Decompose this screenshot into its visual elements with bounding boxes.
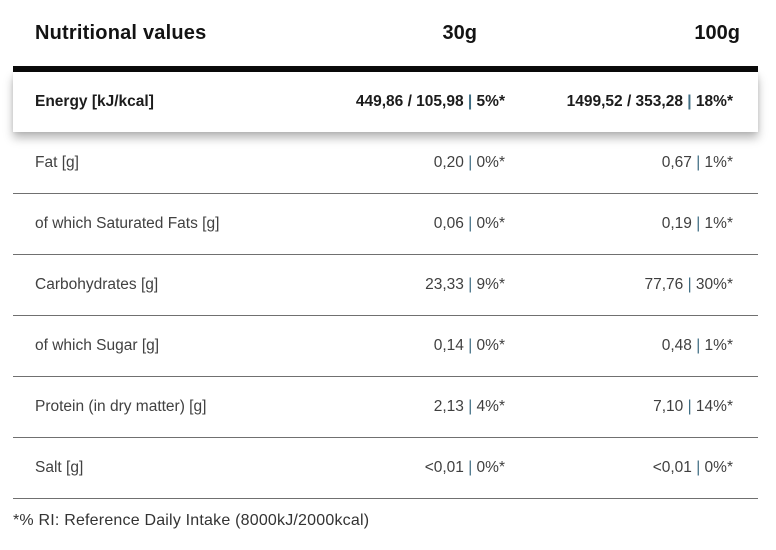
row-value-100g: 0,67 | 1%*: [661, 153, 733, 171]
row-value-100g: 7,10 | 14%*: [653, 398, 733, 415]
table-row: Salt [g] <0,01 | 0%* <0,01 | 0%*: [13, 438, 758, 499]
row-value-30g: <0,01 | 0%*: [424, 459, 505, 476]
table-row-energy: Energy [kJ/kcal] 449,86 / 105,98 | 5%* 1…: [13, 72, 758, 132]
table-row: of which Sugar [g] 0,14 | 0%* 0,48 | 1%*: [13, 316, 758, 377]
table-row: of which Saturated Fats [g] 0,06 | 0%* 0…: [13, 194, 758, 255]
row-label: Salt [g]: [35, 459, 84, 476]
row-value-100g: 1499,52 / 353,28 | 18%*: [566, 93, 733, 110]
row-value-30g: 2,13 | 4%*: [433, 398, 505, 415]
row-value-30g: 0,20 | 0%*: [433, 153, 505, 171]
table-row: Protein (in dry matter) [g] 2,13 | 4%* 7…: [13, 377, 758, 438]
row-label: of which Saturated Fats [g]: [35, 215, 220, 232]
column-header-100g: 100g: [694, 21, 740, 44]
row-value-100g: 0,19 | 1%*: [661, 215, 733, 232]
row-label: Protein (in dry matter) [g]: [35, 398, 207, 415]
row-label: Fat [g]: [35, 153, 79, 171]
row-value-30g: 23,33 | 9%*: [425, 276, 505, 293]
row-value-100g: 77,76 | 30%*: [644, 276, 733, 293]
table-row: Carbohydrates [g] 23,33 | 9%* 77,76 | 30…: [13, 255, 758, 316]
row-value-100g: 0,48 | 1%*: [661, 337, 733, 354]
row-label: of which Sugar [g]: [35, 337, 160, 354]
nutrition-table: Nutritional values 30g 100g Energy [kJ/k…: [13, 0, 758, 530]
row-value-30g: 449,86 / 105,98 | 5%*: [355, 93, 505, 110]
table-body: Fat [g] 0,20 | 0%* 0,67 | 1%* of which S…: [13, 132, 758, 499]
row-value-30g: 0,14 | 0%*: [433, 337, 505, 354]
header-divider-rule: [13, 66, 758, 72]
table-header-row: Nutritional values 30g 100g: [13, 0, 758, 66]
table-row: Fat [g] 0,20 | 0%* 0,67 | 1%*: [13, 132, 758, 194]
page-title: Nutritional values: [35, 21, 207, 44]
column-header-30g: 30g: [442, 21, 477, 44]
row-value-100g: <0,01 | 0%*: [652, 459, 733, 476]
reference-intake-footnote: *% RI: Reference Daily Intake (8000kJ/20…: [13, 512, 370, 529]
row-label: Carbohydrates [g]: [35, 276, 159, 293]
row-label: Energy [kJ/kcal]: [35, 93, 154, 110]
row-value-30g: 0,06 | 0%*: [433, 215, 505, 232]
